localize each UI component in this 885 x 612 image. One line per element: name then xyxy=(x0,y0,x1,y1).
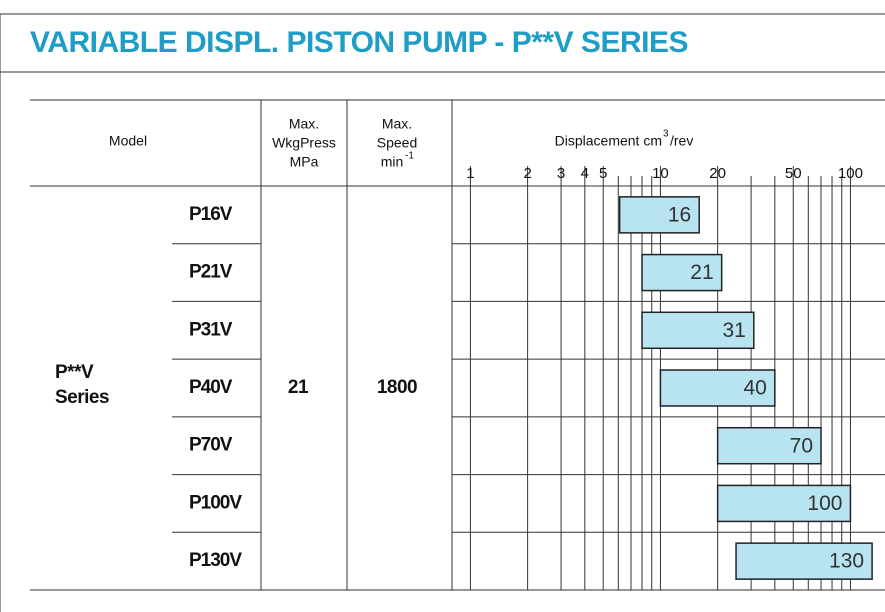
x-tick-label: 2 xyxy=(523,165,531,182)
x-tick-label: 5 xyxy=(599,165,607,182)
x-tick-label: 1 xyxy=(466,165,474,182)
x-tick-label: 10 xyxy=(652,165,669,182)
bar xyxy=(641,311,755,350)
model-name: P70V xyxy=(189,435,233,456)
model-name: P130V xyxy=(189,550,242,571)
model-name: P16V xyxy=(189,204,233,225)
header-speed: Max. xyxy=(382,116,412,132)
series-name: P**V xyxy=(55,362,94,383)
title: VARIABLE DISPL. PISTON PUMP - P**V SERIE… xyxy=(30,26,688,59)
model-name: P31V xyxy=(189,319,233,340)
bar-label: 70 xyxy=(790,434,813,457)
bar-label: 40 xyxy=(743,377,766,400)
pressure-value: 21 xyxy=(288,377,309,398)
header-pressure: MPa xyxy=(290,154,319,170)
header-speed: Speed xyxy=(377,135,417,151)
bar xyxy=(641,253,723,292)
bar-label: 21 xyxy=(690,261,713,284)
series-name: Series xyxy=(55,387,109,408)
x-tick-label: 100 xyxy=(838,165,863,182)
header-model: Model xyxy=(109,133,147,149)
bar xyxy=(716,484,852,523)
axis-label-sup: 3 xyxy=(663,129,669,140)
x-tick-label: 4 xyxy=(581,165,589,182)
bar-label: 31 xyxy=(722,319,745,342)
axis-label: Displacement cm xyxy=(555,133,662,149)
bar xyxy=(716,426,822,465)
x-tick-label: 50 xyxy=(785,165,802,182)
model-name: P40V xyxy=(189,377,233,398)
header-speed-sup: -1 xyxy=(405,151,414,162)
model-name: P21V xyxy=(189,262,233,283)
header-pressure: Max. xyxy=(289,116,319,132)
bar-label: 130 xyxy=(829,550,864,573)
x-tick-label: 3 xyxy=(557,165,565,182)
header-pressure: WkgPress xyxy=(272,135,336,151)
bar xyxy=(618,196,700,234)
x-tick-label: 20 xyxy=(709,165,726,182)
bar xyxy=(659,369,776,407)
header-speed-unit: min xyxy=(381,154,404,170)
axis-label: /rev xyxy=(670,133,693,149)
bar xyxy=(735,542,873,580)
bar-label: 100 xyxy=(807,492,842,515)
speed-value: 1800 xyxy=(377,377,417,398)
bar-label: 16 xyxy=(668,203,691,226)
model-name: P100V xyxy=(189,492,242,513)
